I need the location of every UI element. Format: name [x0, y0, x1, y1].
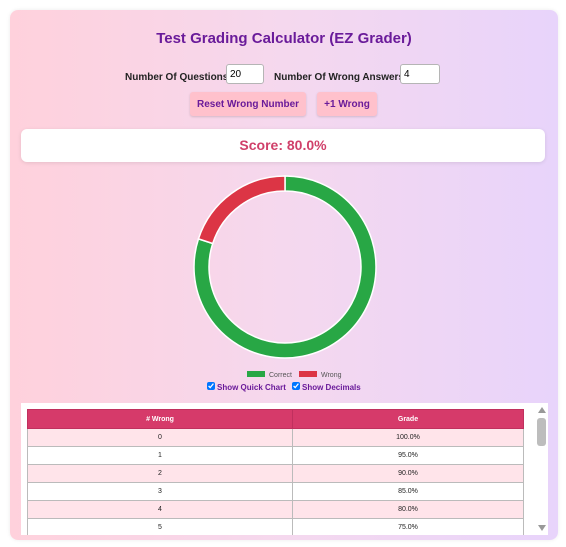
cell-grade: 100.0%	[292, 428, 524, 447]
cell-wrong-count: 4	[27, 500, 293, 519]
table-row: 0 100.0%	[27, 428, 524, 447]
reset-wrong-button[interactable]: Reset Wrong Number	[190, 92, 306, 116]
grade-table-container[interactable]: # Wrong Grade 0 100.0% 1 95.0% 2 90.0% 3 85.0% 4…	[21, 403, 548, 535]
quick-chart: Correct Wrong	[193, 175, 377, 379]
show-quick-chart-checkbox[interactable]	[207, 382, 215, 390]
cell-grade: 80.0%	[292, 500, 524, 519]
column-header-grade: Grade	[292, 409, 524, 429]
cell-wrong-count: 3	[27, 482, 293, 501]
donut-slice-wrong	[197, 175, 286, 245]
cell-grade: 95.0%	[292, 446, 524, 465]
cell-grade: 85.0%	[292, 482, 524, 501]
legend-label-wrong: Wrong	[321, 372, 342, 379]
show-decimals-checkbox[interactable]	[292, 382, 300, 390]
wrong-answers-label: Number Of Wrong Answers:	[274, 72, 408, 83]
cell-wrong-count: 0	[27, 428, 293, 447]
legend-swatch-correct	[247, 371, 265, 377]
cell-grade: 75.0%	[292, 518, 524, 535]
table-row: 5 75.0%	[27, 518, 524, 535]
table-row: 2 90.0%	[27, 464, 524, 483]
cell-grade: 90.0%	[292, 464, 524, 483]
donut-slice-correct	[193, 175, 377, 359]
legend-swatch-wrong	[299, 371, 317, 377]
table-row: 3 85.0%	[27, 482, 524, 501]
questions-label: Number Of Questions:	[125, 72, 232, 83]
wrong-answers-input[interactable]	[400, 64, 440, 84]
table-row: 1 95.0%	[27, 446, 524, 465]
legend-label-correct: Correct	[269, 372, 292, 379]
table-row: 4 80.0%	[27, 500, 524, 519]
questions-input[interactable]	[226, 64, 264, 84]
page-title: Test Grading Calculator (EZ Grader)	[156, 30, 412, 47]
show-quick-chart-label: Show Quick Chart	[217, 383, 286, 392]
cell-wrong-count: 5	[27, 518, 293, 535]
grade-table: # Wrong Grade 0 100.0% 1 95.0% 2 90.0% 3 85.0% 4…	[27, 409, 524, 535]
plus-one-wrong-button[interactable]: +1 Wrong	[317, 92, 377, 116]
cell-wrong-count: 2	[27, 464, 293, 483]
score-display: Score: 80.0%	[21, 129, 545, 162]
scroll-thumb[interactable]	[537, 418, 546, 446]
scroll-down-arrow-icon[interactable]	[538, 525, 546, 531]
table-scrollbar[interactable]	[535, 403, 548, 535]
column-header-wrong: # Wrong	[27, 409, 293, 429]
show-decimals-label: Show Decimals	[302, 383, 361, 392]
calculator-card: Test Grading Calculator (EZ Grader) Numb…	[10, 10, 558, 540]
scroll-up-arrow-icon[interactable]	[538, 407, 546, 413]
cell-wrong-count: 1	[27, 446, 293, 465]
